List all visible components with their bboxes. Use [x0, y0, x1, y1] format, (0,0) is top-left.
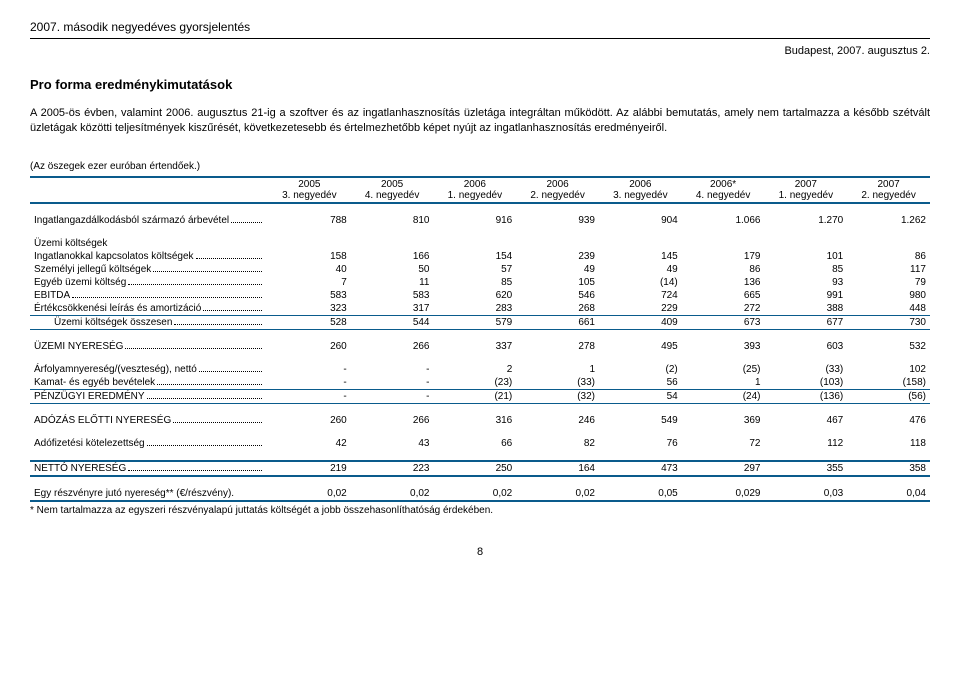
table-row: Egy részvényre jutó nyereség** (€/részvé…: [30, 487, 930, 501]
table-row: Árfolyamnyereség/(veszteség), nettó --21…: [30, 363, 930, 376]
table-row: Adófizetési kötelezettség 42436682767211…: [30, 437, 930, 450]
row-label: Adófizetési kötelezettség: [34, 438, 145, 449]
row-label: EBITDA: [34, 290, 70, 301]
table-row: Üzemi költségek összesen 528544579661409…: [30, 315, 930, 329]
col-head: 20053. negyedév: [268, 177, 351, 203]
table-row: EBITDA 583583620546724665991980: [30, 289, 930, 302]
col-label-header: [30, 177, 268, 203]
table-row: Ingatlanokkal kapcsolatos költségek 1581…: [30, 250, 930, 263]
footnote-text: * Nem tartalmazza az egyszeri részvényal…: [30, 505, 930, 516]
doc-header-title: 2007. második negyedéves gyorsjelentés: [30, 20, 930, 34]
row-label: NETTÓ NYERESÉG: [34, 463, 126, 474]
header-divider: [30, 38, 930, 39]
row-label: ADÓZÁS ELŐTTI NYERESÉG: [34, 415, 171, 426]
table-row: Kamat- és egyéb bevételek --(23)(33)561(…: [30, 376, 930, 390]
row-label: PÉNZÜGYI EREDMÉNY: [34, 391, 145, 402]
table-row: ADÓZÁS ELŐTTI NYERESÉG 26026631624654936…: [30, 414, 930, 427]
row-label: Kamat- és egyéb bevételek: [34, 377, 155, 388]
row-label: Ingatlanokkal kapcsolatos költségek: [34, 251, 194, 262]
col-head: 20072. negyedév: [847, 177, 930, 203]
row-label: Ingatlangazdálkodásból származó árbevéte…: [34, 215, 229, 226]
col-head: 20071. negyedév: [765, 177, 848, 203]
table-row: Üzemi költségek: [30, 237, 930, 250]
table-row: PÉNZÜGYI EREDMÉNY --(21)(32)54(24)(136)(…: [30, 389, 930, 403]
section-title: Pro forma eredménykimutatások: [30, 77, 930, 92]
col-head: 20063. negyedév: [599, 177, 682, 203]
table-row: Személyi jellegű költségek 4050574949868…: [30, 263, 930, 276]
row-label: Személyi jellegű költségek: [34, 264, 151, 275]
table-row: Egyéb üzemi költség 71185105(14)1369379: [30, 276, 930, 289]
row-label: Értékcsökkenési leírás és amortizáció: [34, 303, 201, 314]
financial-table: 20053. negyedév 20054. negyedév 20061. n…: [30, 176, 930, 502]
row-label: Üzemi költségek: [30, 237, 268, 250]
row-label: Üzemi költségek összesen: [34, 317, 172, 328]
col-head: 20062. negyedév: [516, 177, 599, 203]
table-row: Ingatlangazdálkodásból származó árbevéte…: [30, 214, 930, 227]
table-header-row: 20053. negyedév 20054. negyedév 20061. n…: [30, 177, 930, 203]
row-label: ÜZEMI NYERESÉG: [34, 341, 123, 352]
doc-date: Budapest, 2007. augusztus 2.: [30, 45, 930, 57]
section-para: A 2005-ös évben, valamint 2006. augusztu…: [30, 106, 930, 137]
row-label: Egyéb üzemi költség: [34, 277, 126, 288]
row-label: Árfolyamnyereség/(veszteség), nettó: [34, 364, 197, 375]
col-head: 2006*4. negyedév: [682, 177, 765, 203]
col-head: 20054. negyedév: [351, 177, 434, 203]
row-label: Egy részvényre jutó nyereség** (€/részvé…: [30, 487, 268, 501]
table-row: NETTÓ NYERESÉG 219223250164473297355358: [30, 461, 930, 476]
table-row: Értékcsökkenési leírás és amortizáció 32…: [30, 302, 930, 316]
col-head: 20061. negyedév: [434, 177, 517, 203]
table-note: (Az öszegek ezer euróban értendőek.): [30, 161, 930, 172]
page-number: 8: [30, 546, 930, 558]
table-row: ÜZEMI NYERESÉG 260266337278495393603532: [30, 340, 930, 353]
